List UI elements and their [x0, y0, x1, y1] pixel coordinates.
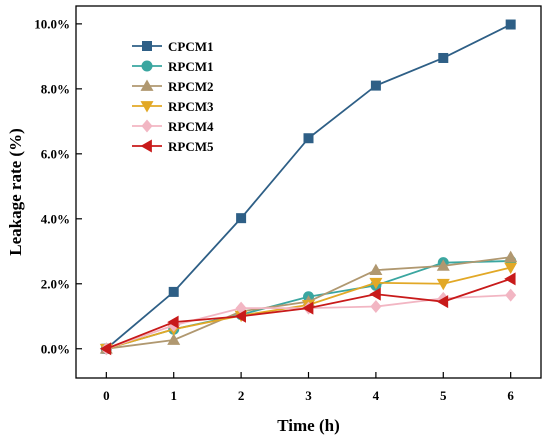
x-tick-label: 2	[238, 388, 245, 403]
data-point	[167, 333, 181, 345]
legend-marker	[141, 60, 153, 72]
y-tick-label: 0.0%	[41, 341, 70, 356]
legend-marker	[140, 139, 152, 153]
legend-label: RPCM5	[168, 139, 214, 154]
legend-label: RPCM1	[168, 59, 214, 74]
data-point	[504, 262, 518, 275]
y-tick-label: 6.0%	[41, 146, 70, 161]
legend: CPCM1 RPCM1 RPCM2 RPCM3 RPCM4 RPCM5	[132, 39, 214, 154]
series-rpcm5	[99, 272, 516, 356]
legend-label: RPCM4	[168, 119, 214, 134]
x-tick-label: 5	[440, 388, 447, 403]
data-point	[436, 295, 449, 309]
data-point	[436, 278, 450, 291]
legend-item: RPCM4	[132, 119, 214, 134]
data-point	[302, 301, 314, 315]
data-point	[167, 315, 179, 329]
legend-marker	[141, 119, 153, 133]
data-point	[303, 133, 314, 144]
legend-label: RPCM2	[168, 79, 214, 94]
data-point	[369, 277, 383, 290]
y-axis: 0.0% 2.0% 4.0% 6.0% 8.0% 10.0%	[34, 16, 82, 356]
plot-marks	[99, 19, 518, 356]
y-tick-label: 4.0%	[41, 211, 70, 226]
data-point	[505, 288, 517, 302]
x-tick-label: 4	[373, 388, 380, 403]
legend-label: CPCM1	[168, 39, 214, 54]
legend-marker	[140, 79, 154, 91]
data-point	[370, 300, 382, 314]
data-point	[504, 272, 516, 286]
data-point	[369, 263, 383, 276]
legend-item: RPCM3	[132, 99, 214, 114]
x-tick-label: 0	[103, 388, 110, 403]
data-point	[235, 301, 247, 315]
data-point	[369, 287, 381, 301]
x-axis: 0 1 2 3 4 5 6	[103, 372, 514, 403]
x-tick-label: 1	[170, 388, 177, 403]
y-tick-label: 2.0%	[41, 276, 70, 291]
y-axis-title: Leakage rate (%)	[6, 128, 25, 255]
legend-item: CPCM1	[132, 39, 214, 54]
legend-item: RPCM1	[132, 59, 214, 74]
data-point	[505, 19, 516, 30]
data-point	[236, 213, 247, 224]
y-tick-label: 8.0%	[41, 81, 70, 96]
data-point	[99, 342, 112, 356]
data-point	[438, 52, 449, 63]
data-point	[234, 309, 246, 323]
data-point	[168, 286, 179, 297]
legend-item: RPCM2	[132, 79, 214, 94]
legend-item: RPCM5	[132, 139, 214, 154]
legend-label: RPCM3	[168, 99, 214, 114]
data-point	[436, 259, 450, 271]
y-tick-label: 10.0%	[34, 16, 70, 31]
legend-marker	[142, 41, 152, 51]
data-point	[370, 80, 381, 91]
legend-marker	[140, 101, 154, 113]
data-point	[504, 250, 518, 263]
x-tick-label: 3	[305, 388, 312, 403]
x-axis-title: Time (h)	[277, 416, 340, 435]
x-tick-label: 6	[507, 388, 514, 403]
